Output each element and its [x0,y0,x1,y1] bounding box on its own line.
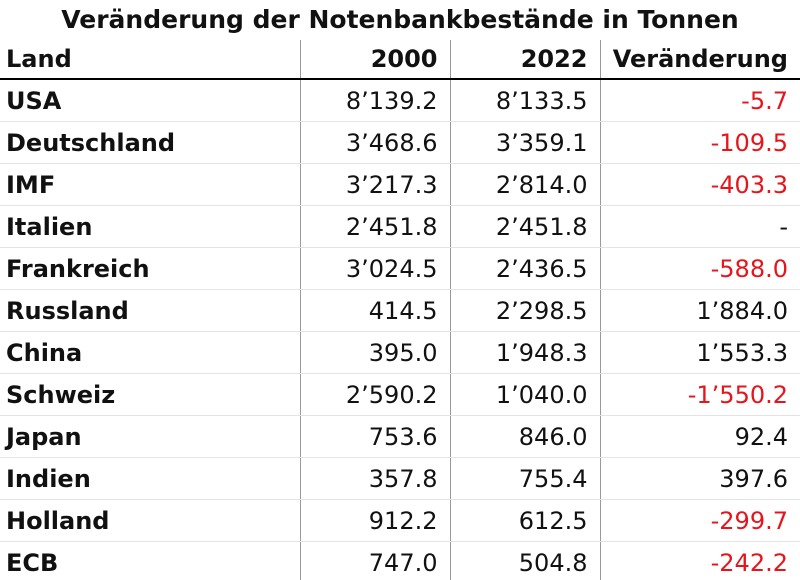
value-cell: 1’040.0 [449,373,600,416]
country-cell: Holland [0,499,300,542]
table-row: USA 8’139.2 8’133.5 -5.7 [0,79,800,122]
table-row: ECB 747.0 504.8 -242.2 [0,541,800,580]
table-row: Holland 912.2 612.5 -299.7 [0,499,800,542]
value-cell: 3’217.3 [299,163,450,206]
column-header: Veränderung [599,40,800,80]
table-row: Frankreich 3’024.5 2’436.5 -588.0 [0,247,800,290]
country-cell: Schweiz [0,373,300,416]
data-table: Land 2000 2022 Veränderung USA 8’139.2 8’133.… [0,40,800,580]
value-cell: 3’024.5 [299,247,450,290]
country-cell: ECB [0,541,300,580]
table-row: Japan 753.6 846.0 92.4 [0,415,800,458]
country-cell: Frankreich [0,247,300,290]
value-cell: 3’359.1 [449,121,600,164]
value-cell: -242.2 [599,541,800,580]
country-cell: Indien [0,457,300,500]
value-cell: 747.0 [299,541,450,580]
table-row: Italien 2’451.8 2’451.8- [0,205,800,248]
value-cell: 8’133.5 [449,79,600,122]
value-cell: 2’436.5 [449,247,600,290]
column-header: Land [0,40,300,80]
table-row: China 395.0 1’948.3 1’553.3 [0,331,800,374]
value-cell: 1’948.3 [449,331,600,374]
country-cell: Japan [0,415,300,458]
value-cell: -299.7 [599,499,800,542]
table-row: Russland 414.5 2’298.5 1’884.0 [0,289,800,332]
value-cell: 753.6 [299,415,450,458]
value-cell: 504.8 [449,541,600,580]
value-cell: 612.5 [449,499,600,542]
value-cell: 92.4 [599,415,800,458]
value-cell: - [599,205,800,248]
country-cell: China [0,331,300,374]
value-cell: 414.5 [299,289,450,332]
column-header: 2000 [299,40,450,80]
value-cell: -109.5 [599,121,800,164]
value-cell: 2’814.0 [449,163,600,206]
value-cell: 1’884.0 [599,289,800,332]
value-cell: -1’550.2 [599,373,800,416]
table-title: Veränderung der Notenbankbestände in Ton… [61,5,739,34]
value-cell: 1’553.3 [599,331,800,374]
table-row: IMF 3’217.3 2’814.0 -403.3 [0,163,800,206]
value-cell: 755.4 [449,457,600,500]
column-header: 2022 [449,40,600,80]
value-cell: -5.7 [599,79,800,122]
value-cell: 2’298.5 [449,289,600,332]
value-cell: -403.3 [599,163,800,206]
value-cell: 2’451.8 [299,205,450,248]
value-cell: 8’139.2 [299,79,450,122]
country-cell: USA [0,79,300,122]
country-cell: Italien [0,205,300,248]
header-row: Land 2000 2022 Veränderung [0,40,800,80]
table-row: Indien 357.8 755.4 397.6 [0,457,800,500]
value-cell: 846.0 [449,415,600,458]
value-cell: 912.2 [299,499,450,542]
value-cell: 3’468.6 [299,121,450,164]
table-body: USA 8’139.2 8’133.5 -5.7 Deutschland 3’468.6 3… [0,79,800,580]
table-row: Deutschland 3’468.6 3’359.1 -109.5 [0,121,800,164]
country-cell: Russland [0,289,300,332]
value-cell: 2’451.8 [449,205,600,248]
value-cell: 2’590.2 [299,373,450,416]
table-row: Schweiz 2’590.2 1’040.0 -1’550.2 [0,373,800,416]
country-cell: Deutschland [0,121,300,164]
country-cell: IMF [0,163,300,206]
value-cell: -588.0 [599,247,800,290]
value-cell: 357.8 [299,457,450,500]
value-cell: 397.6 [599,457,800,500]
value-cell: 395.0 [299,331,450,374]
